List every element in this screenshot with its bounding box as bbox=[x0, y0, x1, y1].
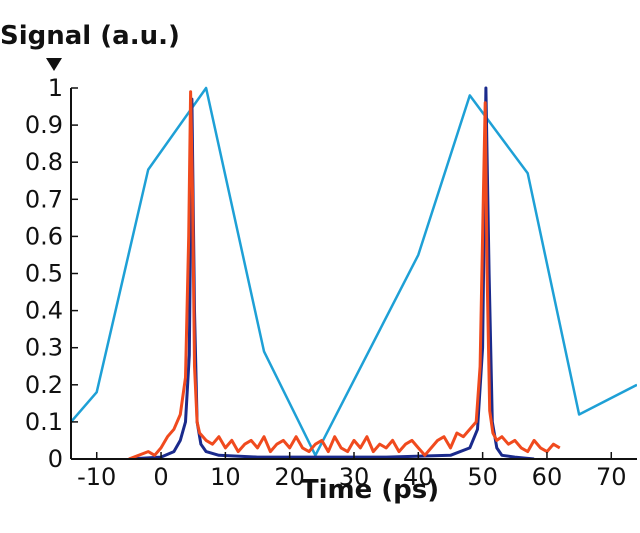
y-tick-label: 0.7 bbox=[25, 185, 63, 213]
plot-frame bbox=[70, 88, 637, 460]
y-tick-label: 0.2 bbox=[25, 371, 63, 399]
x-tick-label: 10 bbox=[210, 463, 241, 491]
series-line-1 bbox=[71, 86, 637, 457]
y-axis-label: Signal (a.u.) bbox=[0, 21, 180, 51]
y-tick-label: 0.1 bbox=[25, 408, 63, 436]
y-tick-label: 0.5 bbox=[25, 260, 63, 288]
x-tick-label: 50 bbox=[467, 463, 498, 491]
y-tick-label: 0.9 bbox=[25, 111, 63, 139]
y-tick-label: 0.3 bbox=[25, 334, 63, 362]
x-tick-label: -10 bbox=[77, 463, 116, 491]
x-tick-label: 70 bbox=[596, 463, 627, 491]
x-tick-label: 30 bbox=[339, 463, 370, 491]
x-axis-label: Time (ps) bbox=[301, 475, 439, 505]
y-axis-arrow-icon bbox=[46, 58, 62, 71]
y-tick-label: 1 bbox=[48, 74, 63, 102]
axis-ticks: 0 0.1 0.2 0.3 0.4 0.5 0.6 0.7 0.8 0.9 1 -10 0 10 20 30 4… bbox=[25, 74, 627, 491]
y-tick-label: 0 bbox=[48, 445, 63, 473]
y-tick-label: 0.6 bbox=[25, 222, 63, 250]
x-tick-label: 60 bbox=[532, 463, 563, 491]
x-tick-label: 40 bbox=[403, 463, 434, 491]
y-tick-label: 0.8 bbox=[25, 148, 63, 176]
x-tick-label: 0 bbox=[153, 463, 168, 491]
y-tick-label: 0.4 bbox=[25, 297, 63, 325]
series-layer bbox=[71, 86, 637, 459]
series-line-3 bbox=[128, 90, 561, 459]
x-tick-label: 20 bbox=[274, 463, 305, 491]
